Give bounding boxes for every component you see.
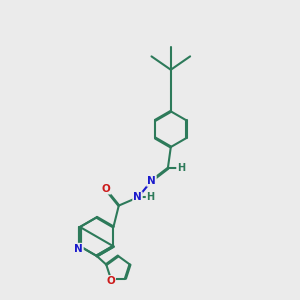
Text: H: H bbox=[146, 192, 155, 202]
Text: N: N bbox=[74, 244, 83, 254]
Text: N: N bbox=[133, 192, 142, 202]
Text: N: N bbox=[147, 176, 156, 186]
Text: H: H bbox=[177, 164, 185, 173]
Text: O: O bbox=[102, 184, 111, 194]
Text: O: O bbox=[106, 276, 115, 286]
